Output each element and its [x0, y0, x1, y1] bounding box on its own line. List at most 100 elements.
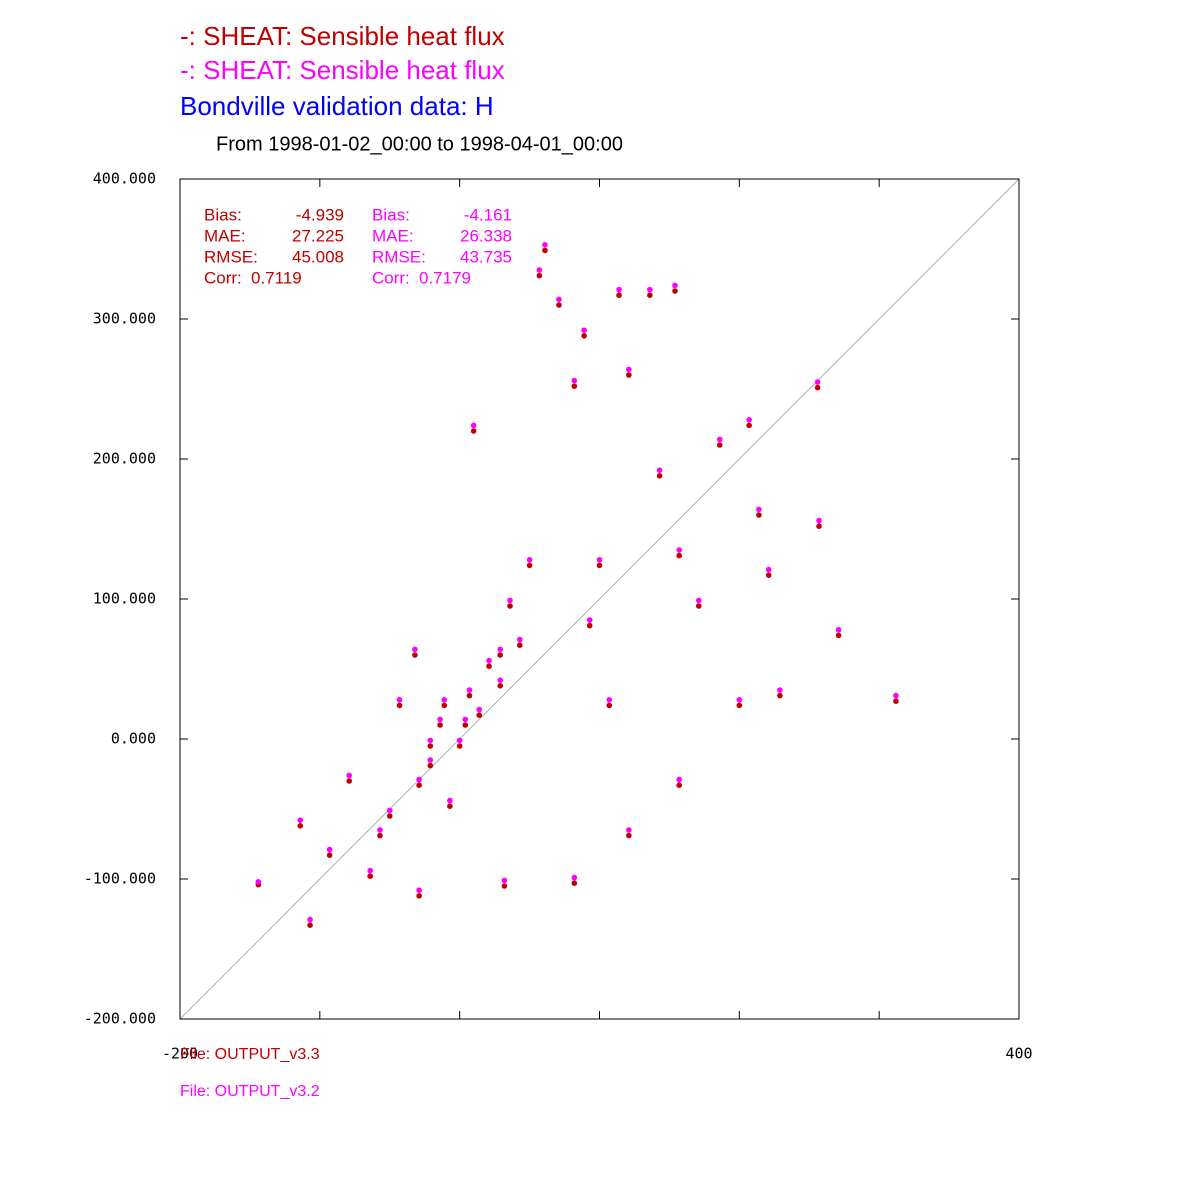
point [581, 333, 587, 339]
point [501, 883, 508, 889]
point [466, 687, 473, 693]
point [416, 887, 422, 893]
point [765, 566, 772, 573]
title-line: -: SHEAT: Sensible heat flux [180, 55, 505, 85]
stat-value: 27.225 [292, 226, 344, 245]
point [656, 473, 663, 479]
point [486, 663, 492, 669]
point [297, 817, 304, 823]
y-tick-label: 0.000 [111, 730, 156, 748]
point [606, 697, 613, 703]
point [466, 692, 473, 699]
point [571, 880, 578, 886]
point [536, 267, 543, 273]
point [695, 597, 702, 604]
point [307, 922, 313, 928]
point [427, 757, 434, 763]
point [486, 657, 492, 664]
y-tick-label: 200.000 [93, 450, 156, 468]
point [501, 877, 508, 884]
point [507, 597, 513, 604]
point [676, 552, 683, 559]
point [346, 772, 352, 779]
point [571, 377, 578, 384]
point [647, 286, 653, 293]
point [542, 242, 548, 248]
point [386, 807, 393, 814]
point [516, 636, 523, 643]
stat-label: MAE: [372, 226, 414, 245]
stat-value: 26.338 [460, 226, 512, 245]
point [746, 422, 752, 429]
title-line: Bondville validation data: H [180, 91, 494, 121]
point [626, 827, 632, 833]
point [326, 852, 333, 858]
point [626, 832, 632, 839]
point [816, 517, 822, 524]
point [695, 603, 702, 609]
stat-value: 0.7119 [251, 268, 302, 287]
point [536, 272, 543, 279]
point [542, 247, 548, 254]
y-tick-label: 300.000 [93, 310, 156, 328]
stat-label: Bias: [204, 205, 242, 224]
point [716, 436, 723, 443]
point [255, 879, 262, 885]
point [596, 557, 603, 563]
legend-entry: File: OUTPUT_v3.3 [180, 1046, 320, 1063]
stat-value: -4.939 [296, 205, 344, 224]
point [516, 642, 523, 648]
y-tick-label: -200.000 [84, 1010, 156, 1028]
point [441, 702, 448, 709]
point [626, 366, 632, 373]
point [377, 827, 383, 833]
point [497, 683, 504, 689]
point [416, 893, 422, 899]
point [571, 874, 578, 881]
point [777, 692, 783, 699]
point [676, 776, 683, 783]
point [367, 867, 373, 874]
stat-value: 0.7179 [419, 268, 471, 287]
point [606, 702, 613, 709]
point [746, 417, 752, 423]
y-tick-label: 400.000 [93, 170, 156, 188]
point [556, 296, 562, 303]
point [672, 288, 678, 294]
point [456, 743, 463, 749]
point [756, 506, 762, 513]
y-tick-label: 100.000 [93, 590, 156, 608]
point [441, 697, 448, 703]
point [586, 617, 593, 623]
stat-label: RMSE: [372, 247, 426, 266]
point [346, 778, 352, 784]
point [416, 776, 422, 783]
point [476, 712, 483, 718]
point [556, 302, 562, 308]
point [893, 698, 899, 704]
point [716, 442, 723, 448]
point [396, 697, 403, 703]
point [586, 622, 593, 629]
point [386, 813, 393, 819]
point [497, 652, 504, 658]
point [412, 652, 418, 658]
stat-label: Bias: [372, 205, 410, 224]
point [367, 873, 373, 879]
point [427, 743, 434, 749]
point [326, 846, 333, 853]
point [526, 562, 533, 569]
point [497, 677, 504, 683]
point [470, 428, 477, 434]
point [437, 716, 443, 723]
point [297, 823, 304, 829]
point [777, 687, 783, 693]
point [427, 737, 434, 744]
point [497, 646, 504, 653]
point [526, 557, 533, 563]
point [616, 292, 622, 299]
y-tick-label: -100.000 [84, 870, 156, 888]
point [447, 803, 453, 809]
identity-line [179, 178, 1020, 1020]
